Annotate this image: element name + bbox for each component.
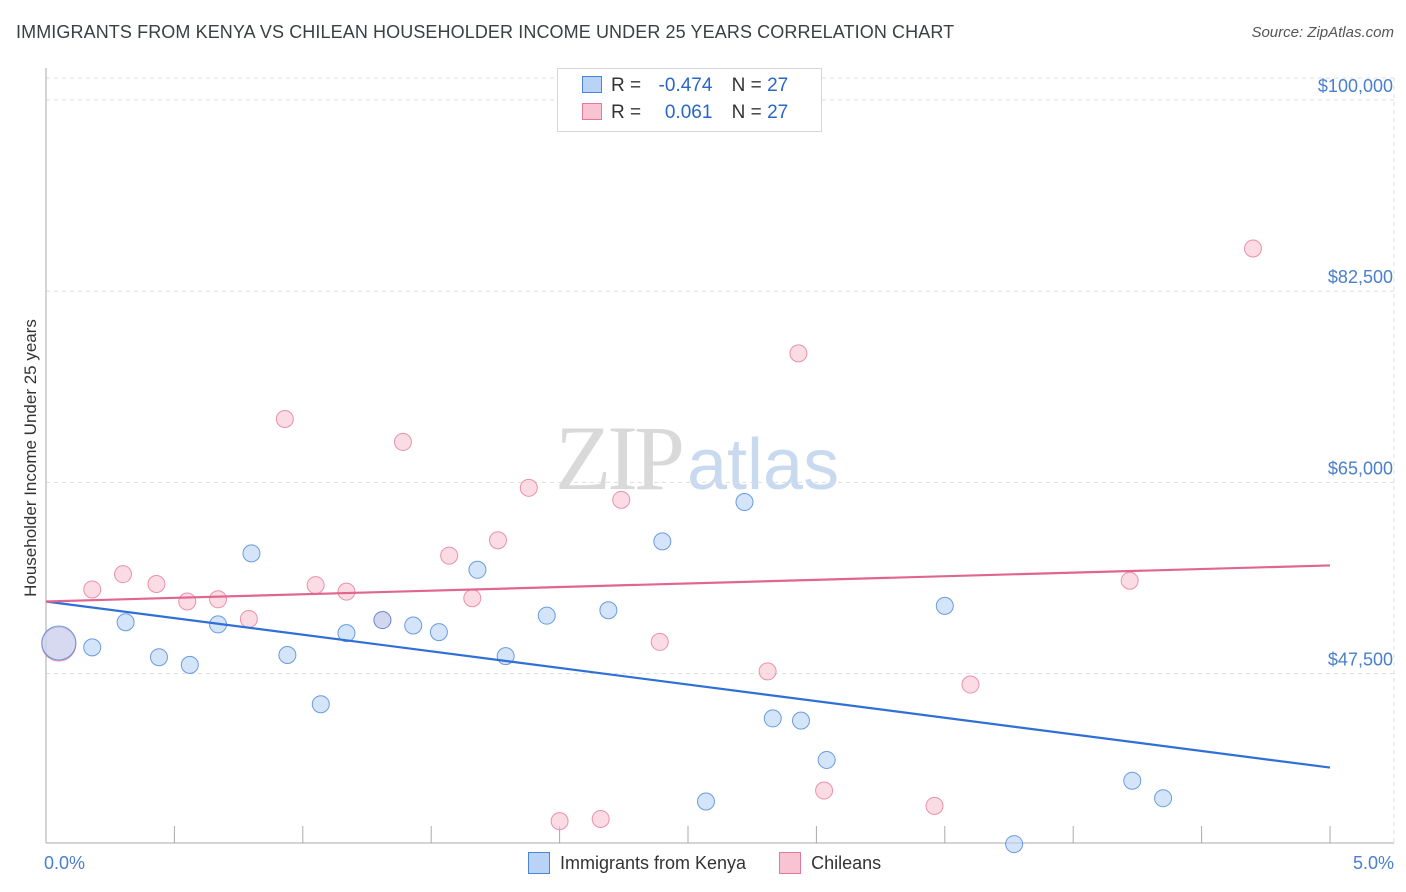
kenya-r-label: R = — [611, 75, 642, 96]
chileans-point — [591, 809, 610, 828]
kenya-point — [735, 493, 754, 512]
legend-kenya-swatch — [528, 852, 550, 874]
chileans-point — [147, 574, 166, 593]
y-tick-label: $100,000 — [1318, 76, 1393, 96]
chileans-n-value: 27 — [767, 102, 789, 123]
chileans-point — [209, 590, 228, 609]
legend-kenya-label: Immigrants from Kenya — [560, 853, 747, 873]
kenya-point — [468, 560, 487, 579]
legend-chileans-swatch — [779, 852, 802, 874]
chileans-point — [83, 580, 102, 599]
kenya-point — [817, 750, 836, 769]
chileans-point — [550, 812, 569, 831]
chileans-point — [463, 589, 482, 608]
chileans-point — [306, 576, 325, 595]
kenya-point — [1005, 835, 1024, 854]
kenya-trend-line — [45, 600, 1331, 769]
x-tick-labels: 0.0% 5.0% — [44, 853, 1394, 873]
kenya-point — [537, 606, 556, 625]
chileans-point — [440, 546, 459, 565]
kenya-point — [1154, 789, 1173, 808]
kenya-n-label: N = — [731, 75, 762, 96]
kenya-point — [935, 596, 954, 615]
kenya-point — [278, 646, 297, 665]
chileans-point — [925, 796, 944, 815]
kenya-point — [599, 601, 618, 620]
chileans-trend-line — [45, 564, 1331, 603]
chileans-point — [239, 609, 258, 628]
chileans-point — [178, 592, 197, 611]
axes — [45, 68, 1394, 844]
kenya-n-value: 27 — [767, 75, 789, 96]
kenya-points — [41, 493, 1173, 854]
legend-chileans-label: Chileans — [811, 853, 882, 873]
series-legend: Immigrants from Kenya Chileans — [528, 852, 909, 874]
chileans-point — [519, 478, 538, 497]
legend-item-kenya[interactable]: Immigrants from Kenya — [528, 852, 746, 874]
chileans-swatch — [582, 103, 602, 120]
x-tick-label: 5.0% — [1353, 853, 1394, 873]
chileans-points — [41, 239, 1262, 831]
y-tick-labels: $47,500 $65,000 $82,500 $100,000 — [1318, 76, 1393, 670]
kenya-point — [337, 624, 356, 643]
chileans-point — [650, 632, 669, 651]
kenya-point — [311, 695, 330, 714]
chileans-r-value: 0.061 — [664, 102, 713, 123]
kenya-point — [83, 638, 102, 657]
legend-item-chileans[interactable]: Chileans — [779, 852, 881, 874]
kenya-point — [404, 616, 423, 635]
kenya-point — [242, 544, 261, 563]
kenya-point — [41, 625, 77, 661]
legend-row-kenya: R = -0.474 N = 27 — [582, 75, 788, 97]
chileans-point — [815, 781, 834, 800]
y-tick-label: $82,500 — [1328, 267, 1393, 287]
chileans-point — [488, 531, 507, 550]
kenya-point — [373, 611, 392, 630]
x-tick-label: 0.0% — [44, 853, 85, 873]
chileans-point — [612, 490, 631, 509]
y-axis-title: Householder Income Under 25 years — [21, 319, 40, 597]
gridlines — [46, 77, 1395, 843]
trend-lines — [45, 564, 1331, 769]
kenya-swatch — [582, 76, 602, 93]
kenya-point — [149, 648, 168, 667]
kenya-point — [180, 655, 199, 674]
chileans-point — [789, 344, 808, 363]
stats-legend: R = -0.474 N = 27 R = 0.061 N = 27 — [557, 68, 822, 132]
y-tick-label: $47,500 — [1328, 650, 1393, 670]
chileans-r-label: R = — [611, 102, 642, 123]
source-credit: Source: ZipAtlas.com — [1251, 24, 1394, 41]
chileans-point — [1120, 571, 1139, 590]
chart-title: IMMIGRANTS FROM KENYA VS CHILEAN HOUSEHO… — [16, 22, 955, 42]
legend-row-chileans: R = 0.061 N = 27 — [582, 102, 788, 124]
chileans-point — [758, 662, 777, 681]
y-tick-label: $65,000 — [1328, 458, 1393, 478]
kenya-point — [116, 613, 135, 632]
kenya-point — [763, 709, 782, 728]
chileans-point — [337, 582, 356, 601]
kenya-point — [791, 711, 810, 730]
chileans-point — [275, 409, 294, 428]
chileans-point — [114, 565, 133, 584]
kenya-point — [696, 792, 715, 811]
chileans-n-label: N = — [731, 102, 762, 123]
kenya-point — [653, 532, 672, 551]
chileans-point — [393, 432, 412, 451]
chileans-point — [961, 675, 980, 694]
kenya-point — [429, 623, 448, 642]
chileans-point — [1243, 239, 1262, 258]
kenya-r-value: -0.474 — [658, 75, 713, 96]
kenya-point — [1123, 771, 1142, 790]
